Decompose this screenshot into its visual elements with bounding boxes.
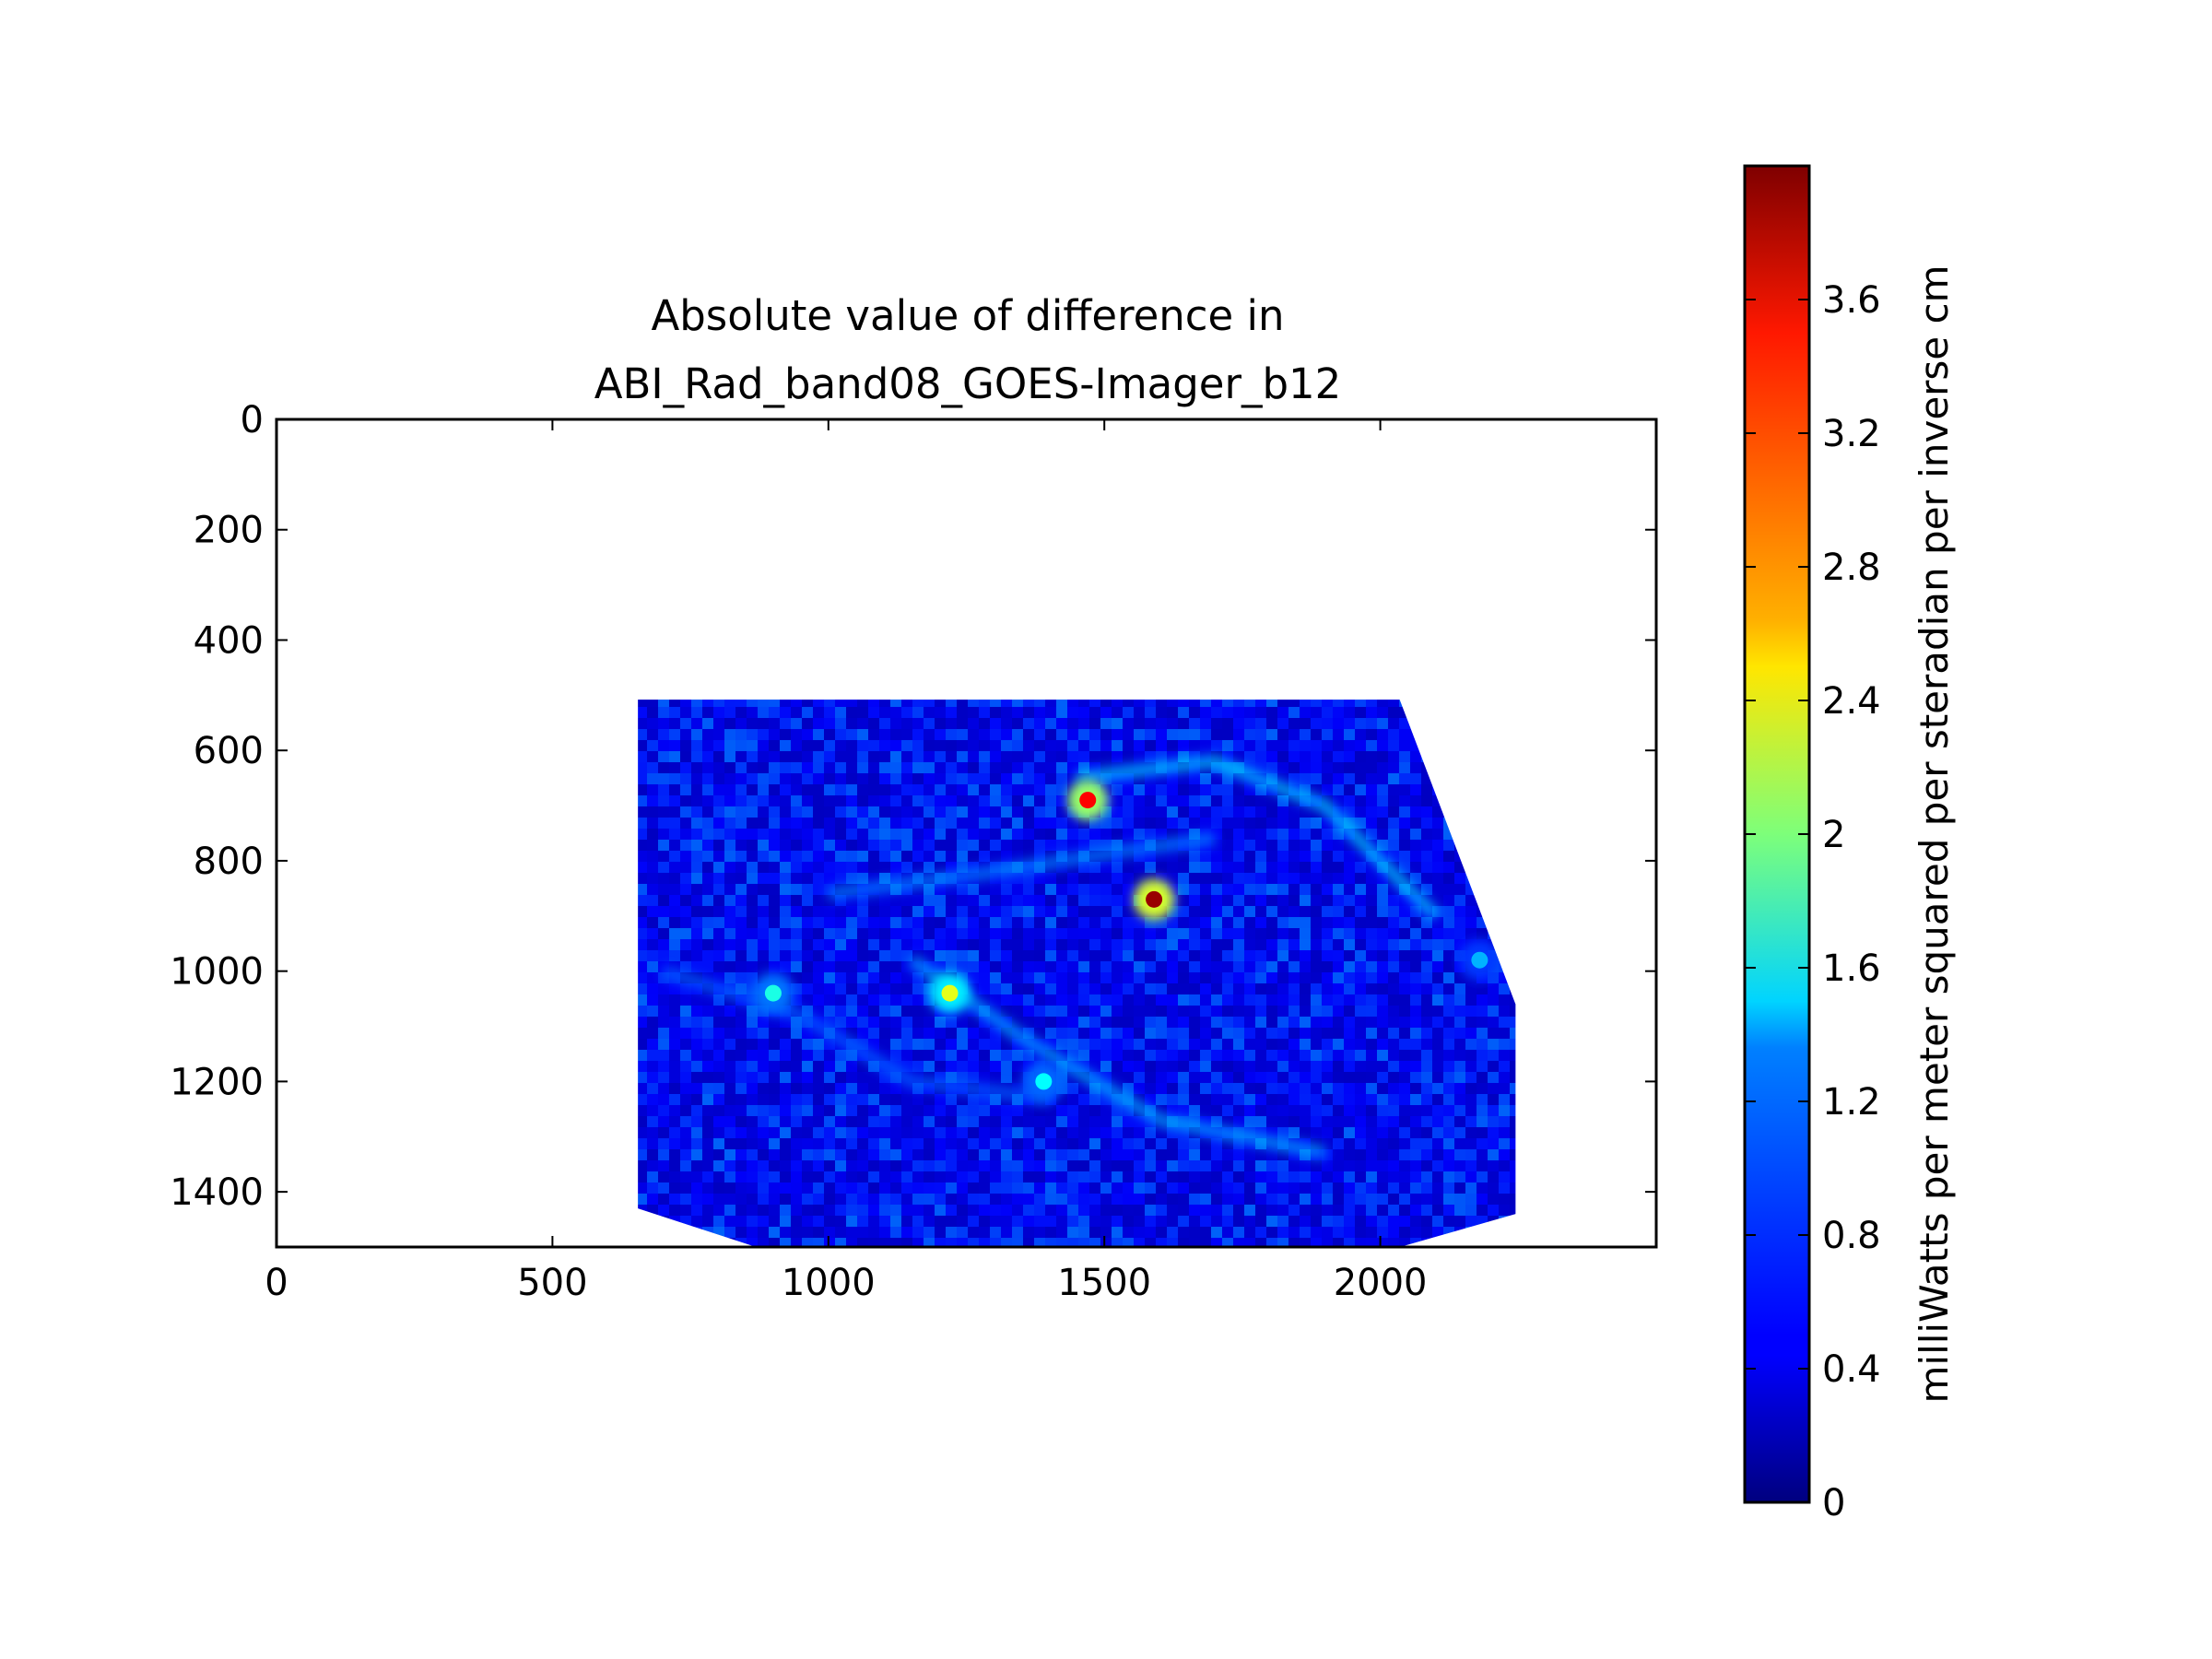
y-tick-label: 600 (194, 730, 264, 772)
hotspot-core (1079, 792, 1097, 809)
hotspot-core (1146, 890, 1163, 908)
y-tick-label: 200 (194, 510, 264, 552)
colorbar-tick-label: 0 (1822, 1482, 1845, 1524)
colorbar-tick-label: 2 (1822, 814, 1845, 856)
chart-title-line-2: ABI_Rad_band08_GOES-Imager_b12 (594, 359, 1342, 408)
x-tick-label: 1000 (782, 1262, 876, 1304)
hotspots (752, 780, 1500, 1102)
colorbar-tick-label: 2.4 (1822, 680, 1881, 723)
hotspot-core (941, 984, 959, 1002)
hotspot-core (764, 984, 782, 1002)
colorbar-tick-label: 0.8 (1822, 1215, 1881, 1257)
x-tick-label: 500 (517, 1262, 587, 1304)
y-tick-label: 1200 (170, 1061, 264, 1103)
colorbar-tick-label: 0.4 (1822, 1348, 1881, 1391)
hotspot-core (1471, 951, 1488, 969)
plot-frame (275, 418, 1658, 1249)
colorbar-tick-label: 3.2 (1822, 413, 1881, 455)
colorbar-tick-label: 3.6 (1822, 279, 1881, 322)
y-tick-label: 0 (241, 399, 264, 441)
colorbar-tick-label: 1.6 (1822, 947, 1881, 990)
x-tick-label: 1500 (1057, 1262, 1151, 1304)
heatmap-image (638, 700, 1516, 1247)
y-tick-label: 1000 (170, 951, 264, 994)
colorbar-label: milliWatts per meter squared per steradi… (1912, 265, 1957, 1403)
hotspot-core (1035, 1073, 1053, 1090)
y-tick-label: 400 (194, 619, 264, 662)
colorbar-tick-label: 2.8 (1822, 547, 1881, 589)
x-tick-label: 0 (265, 1262, 288, 1304)
x-axis: 0 500 1000 1500 2000 (265, 419, 1427, 1304)
plot-area (638, 700, 1516, 1247)
chart-title-line-1: Absolute value of difference in (651, 291, 1284, 340)
y-axis: 0 200 400 600 800 1000 1200 1400 (170, 399, 1656, 1214)
x-tick-label: 2000 (1334, 1262, 1428, 1304)
y-tick-label: 1400 (170, 1171, 264, 1214)
colorbar-axis: 0 0.4 0.8 1.2 1.6 2 2.4 2.8 3.2 3.6 (1745, 279, 1881, 1524)
y-tick-label: 800 (194, 841, 264, 883)
colorbar-tick-label: 1.2 (1822, 1081, 1881, 1124)
